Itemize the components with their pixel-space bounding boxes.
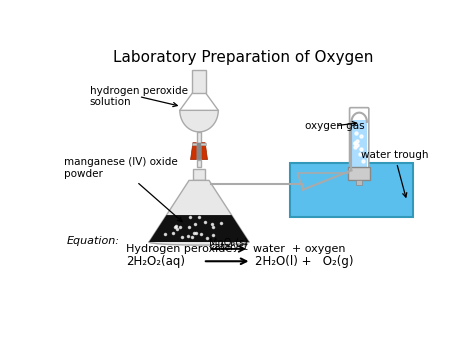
Text: Laboratory Preparation of Oxygen: Laboratory Preparation of Oxygen [113, 50, 373, 65]
Polygon shape [180, 110, 219, 132]
Bar [193, 169, 205, 181]
Text: 2H₂O₂(aq): 2H₂O₂(aq) [126, 255, 185, 268]
Text: 2H₂O(l) +   O₂(g): 2H₂O(l) + O₂(g) [255, 255, 354, 268]
Bar [290, 163, 413, 216]
Bar [197, 132, 201, 143]
Text: Hydrogen peroxide: Hydrogen peroxide [126, 244, 232, 254]
Bar [352, 120, 366, 170]
Polygon shape [191, 143, 196, 160]
Text: water trough: water trough [361, 150, 428, 197]
Text: catalyst: catalyst [210, 242, 248, 252]
Text: manganese (IV) oxide
powder: manganese (IV) oxide powder [64, 157, 182, 222]
Bar [192, 70, 206, 93]
Bar [348, 167, 370, 181]
Bar [198, 143, 201, 160]
Ellipse shape [149, 239, 249, 245]
Text: Equation:: Equation: [66, 236, 119, 246]
FancyBboxPatch shape [349, 108, 369, 173]
Bar [192, 143, 206, 145]
Text: MnO₂(s): MnO₂(s) [209, 237, 248, 247]
Text: oxygen gas: oxygen gas [305, 121, 365, 131]
Polygon shape [202, 143, 208, 160]
Bar [197, 160, 201, 167]
Polygon shape [149, 181, 249, 242]
Polygon shape [149, 215, 249, 242]
Text: water  + oxygen: water + oxygen [253, 244, 346, 254]
Text: hydrogen peroxide
solution: hydrogen peroxide solution [90, 86, 188, 107]
Bar [356, 181, 362, 185]
